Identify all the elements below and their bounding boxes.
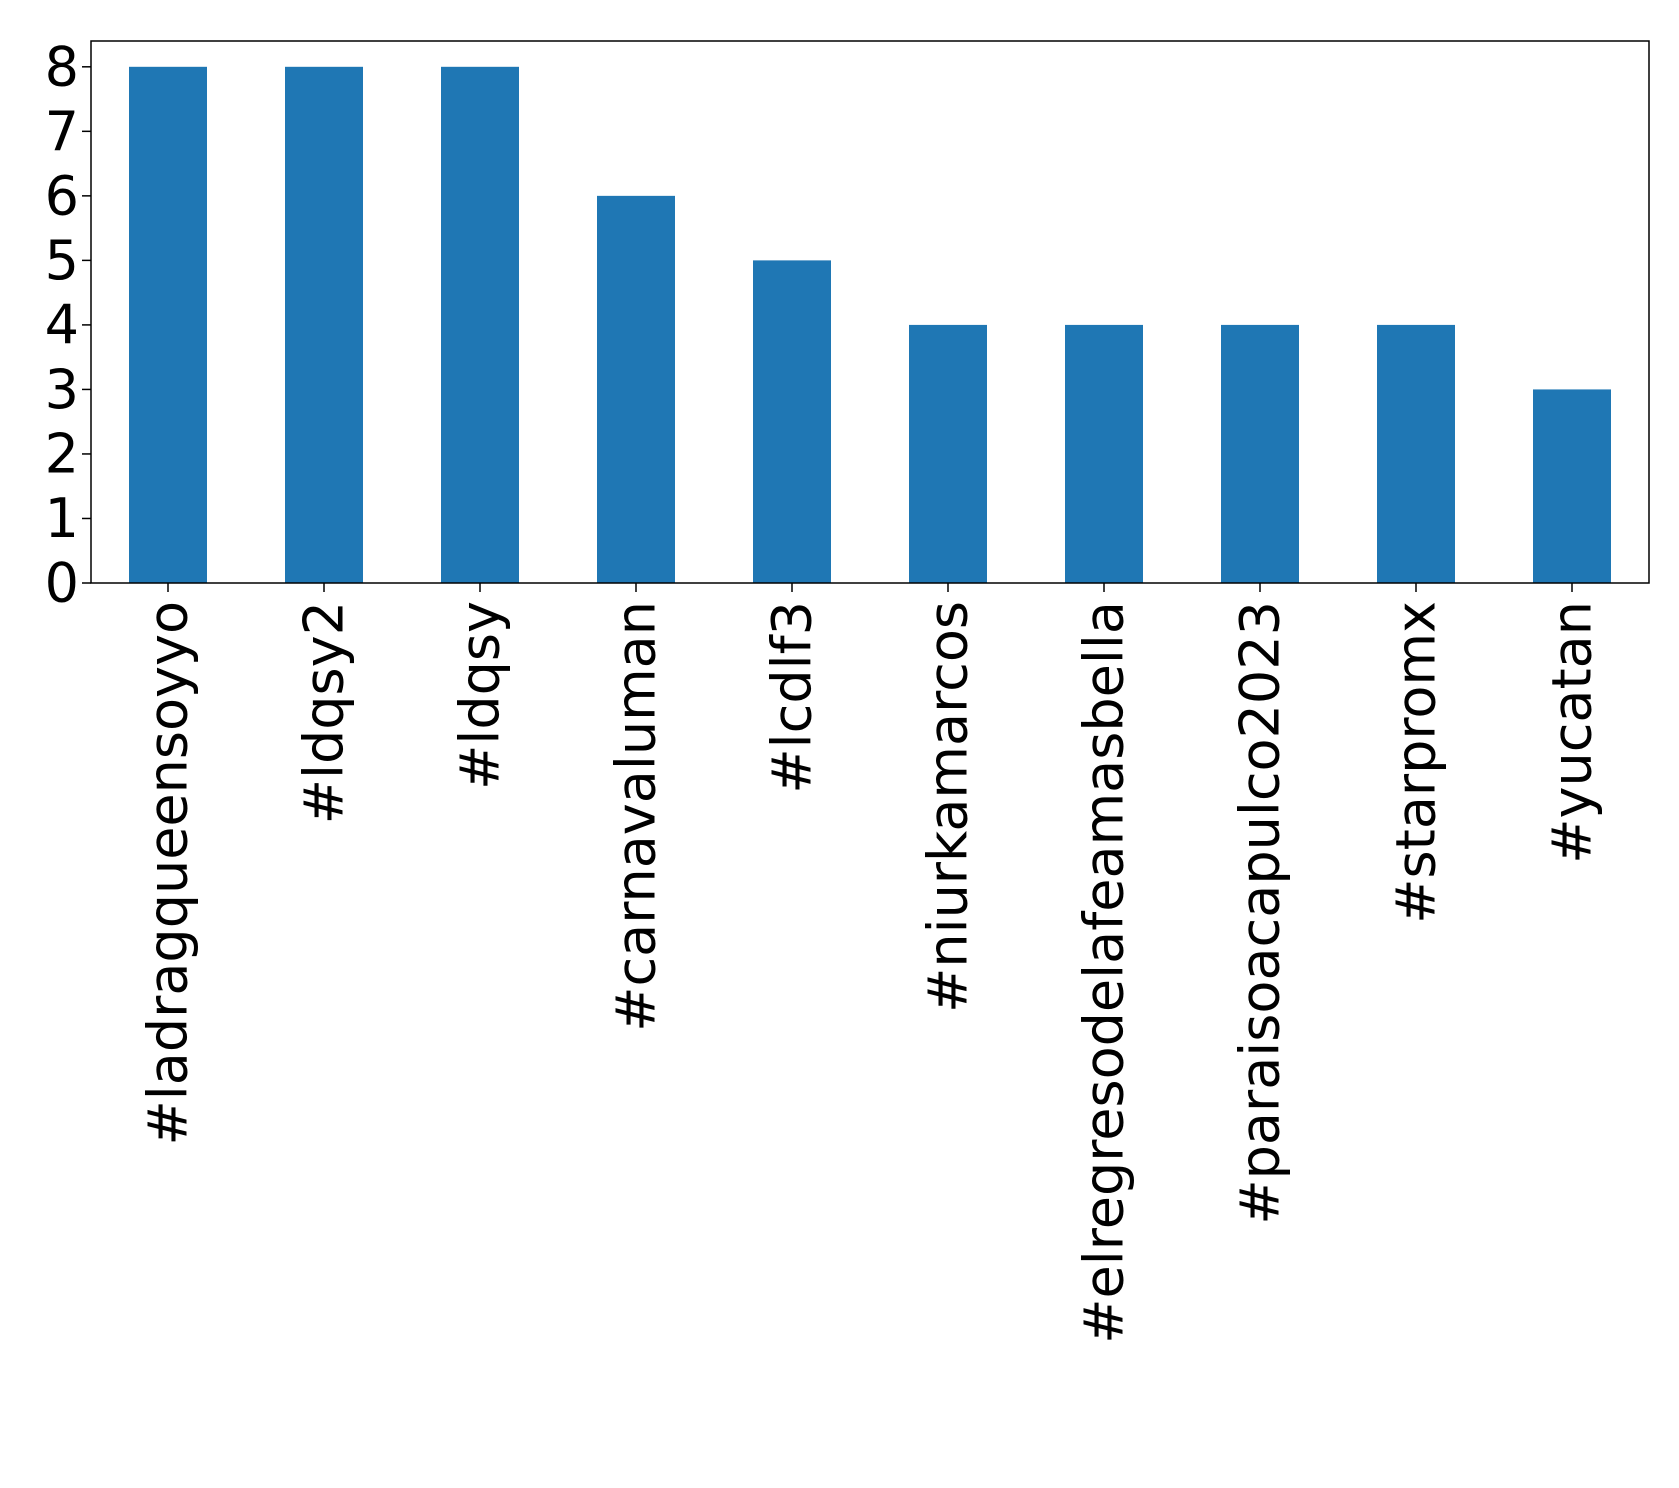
y-tick-label: 2 [45, 422, 79, 485]
y-tick-label: 6 [45, 164, 79, 227]
x-tick-label: #niurkamarcos [917, 601, 980, 1013]
bar-starpromx [1377, 324, 1455, 583]
y-tick-label: 3 [45, 358, 79, 421]
plot-area-frame [90, 40, 1650, 584]
bar-lcdlf3 [753, 260, 831, 583]
bar-ldqsy2 [285, 66, 363, 584]
y-tick-label: 5 [45, 229, 79, 292]
x-tick-label: #elregresodelafeamasbella [1073, 601, 1136, 1344]
x-tick-label: #starpromx [1385, 601, 1448, 924]
y-tick-label: 4 [45, 293, 79, 356]
x-tick-label: #ladragqueensoyyo [137, 601, 200, 1145]
x-tick-label: #lcdlf3 [761, 601, 824, 794]
x-tick-label: #paraisoacapulco2023 [1229, 601, 1292, 1225]
x-tick-label: #ldqsy2 [293, 601, 356, 824]
x-tick-label: #yucatan [1541, 601, 1604, 864]
x-tick-label: #ldqsy [449, 601, 512, 790]
bar-niurkamarcos [909, 324, 987, 583]
bar-ladragqueensoyyo [129, 66, 207, 584]
y-tick-label: 8 [45, 35, 79, 98]
bar-paraisoacapulco2023 [1221, 324, 1299, 583]
x-axis: #ladragqueensoyyo #ldqsy2 #ldqsy #carnavalu… [137, 583, 1604, 1344]
y-tick-label: 7 [45, 100, 79, 163]
bar-yucatan [1533, 389, 1611, 583]
bar-carnavaluman [597, 195, 675, 583]
bar-elregresodelafeamasbella [1065, 324, 1143, 583]
bar-ldqsy [441, 66, 519, 584]
y-tick-label: 1 [45, 487, 79, 550]
x-tick-label: #carnavaluman [605, 601, 668, 1032]
bars-group [129, 66, 1611, 584]
y-tick-label: 0 [45, 552, 79, 615]
